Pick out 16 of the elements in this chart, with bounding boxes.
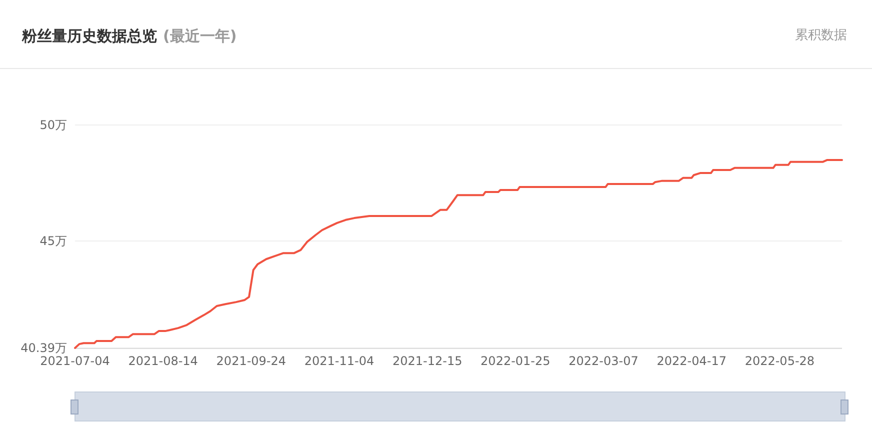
x-tick-label: 2021-08-14 [128, 354, 198, 368]
y-tick-label: 50万 [40, 118, 67, 132]
x-tick-label: 2021-07-04 [40, 354, 110, 368]
x-tick-label: 2022-03-07 [568, 354, 638, 368]
line-series [74, 159, 843, 349]
chart-subtitle: (最近一年) [163, 27, 237, 45]
y-tick-label: 45万 [40, 234, 67, 248]
x-tick-label: 2022-04-17 [656, 354, 726, 368]
y-tick-label: 40.39万 [20, 341, 67, 356]
chart-title: 粉丝量历史数据总览 [22, 27, 157, 45]
x-tick-label: 2022-05-28 [744, 354, 815, 368]
x-tick-label: 2021-09-24 [216, 354, 286, 368]
x-tick-label: 2022-01-25 [480, 354, 550, 368]
text: 累积数据 [795, 28, 847, 43]
x-tick-label: 2021-12-15 [392, 354, 462, 368]
x-tick-label: 2021-11-04 [304, 354, 374, 368]
